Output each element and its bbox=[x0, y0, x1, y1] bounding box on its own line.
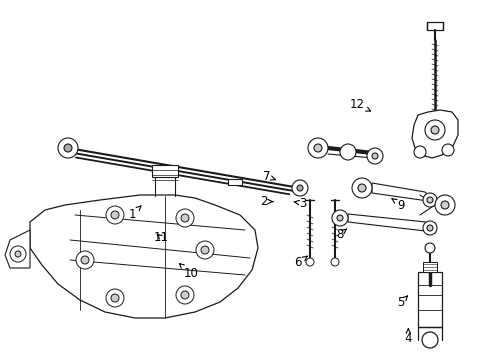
Circle shape bbox=[176, 286, 194, 304]
Polygon shape bbox=[5, 230, 30, 268]
Circle shape bbox=[305, 258, 313, 266]
Circle shape bbox=[422, 193, 436, 207]
Circle shape bbox=[441, 144, 453, 156]
Polygon shape bbox=[411, 110, 457, 158]
Text: 5: 5 bbox=[396, 296, 407, 309]
Circle shape bbox=[336, 215, 342, 221]
Text: 3: 3 bbox=[293, 197, 306, 210]
Circle shape bbox=[307, 138, 327, 158]
Bar bbox=[422, 262, 436, 272]
Circle shape bbox=[111, 211, 119, 219]
Circle shape bbox=[296, 185, 303, 191]
Circle shape bbox=[366, 148, 382, 164]
Circle shape bbox=[291, 180, 307, 196]
Circle shape bbox=[106, 289, 124, 307]
Circle shape bbox=[10, 246, 26, 262]
Bar bbox=[152, 165, 178, 177]
Text: 1: 1 bbox=[128, 206, 141, 221]
Text: 9: 9 bbox=[391, 199, 404, 212]
Circle shape bbox=[339, 144, 355, 160]
Circle shape bbox=[81, 256, 89, 264]
Circle shape bbox=[196, 241, 214, 259]
Circle shape bbox=[422, 221, 436, 235]
Circle shape bbox=[413, 146, 425, 158]
Text: 7: 7 bbox=[262, 170, 275, 183]
Circle shape bbox=[176, 209, 194, 227]
Text: 6: 6 bbox=[294, 256, 306, 269]
Circle shape bbox=[64, 144, 72, 152]
Circle shape bbox=[426, 225, 432, 231]
Text: 12: 12 bbox=[349, 98, 370, 111]
Circle shape bbox=[106, 206, 124, 224]
Circle shape bbox=[440, 201, 448, 209]
Circle shape bbox=[313, 144, 321, 152]
Text: 4: 4 bbox=[404, 329, 411, 345]
Polygon shape bbox=[347, 214, 433, 232]
Circle shape bbox=[58, 138, 78, 158]
Circle shape bbox=[434, 195, 454, 215]
Polygon shape bbox=[157, 167, 173, 173]
Circle shape bbox=[371, 153, 377, 159]
Circle shape bbox=[201, 246, 208, 254]
Circle shape bbox=[15, 251, 21, 257]
Bar bbox=[426, 22, 442, 30]
Circle shape bbox=[426, 197, 432, 203]
Polygon shape bbox=[30, 195, 258, 318]
Polygon shape bbox=[227, 179, 242, 185]
Text: 10: 10 bbox=[179, 264, 198, 280]
Circle shape bbox=[181, 291, 189, 299]
Text: 8: 8 bbox=[335, 228, 346, 240]
Circle shape bbox=[111, 294, 119, 302]
Circle shape bbox=[181, 214, 189, 222]
Circle shape bbox=[421, 332, 437, 348]
Circle shape bbox=[357, 184, 365, 192]
Circle shape bbox=[424, 120, 444, 140]
Polygon shape bbox=[371, 183, 434, 202]
Circle shape bbox=[330, 258, 338, 266]
Circle shape bbox=[424, 243, 434, 253]
Circle shape bbox=[331, 210, 347, 226]
Bar bbox=[417, 272, 441, 327]
Text: 11: 11 bbox=[154, 231, 168, 244]
Circle shape bbox=[351, 178, 371, 198]
Text: 2: 2 bbox=[260, 195, 273, 208]
Circle shape bbox=[76, 251, 94, 269]
Circle shape bbox=[430, 126, 438, 134]
